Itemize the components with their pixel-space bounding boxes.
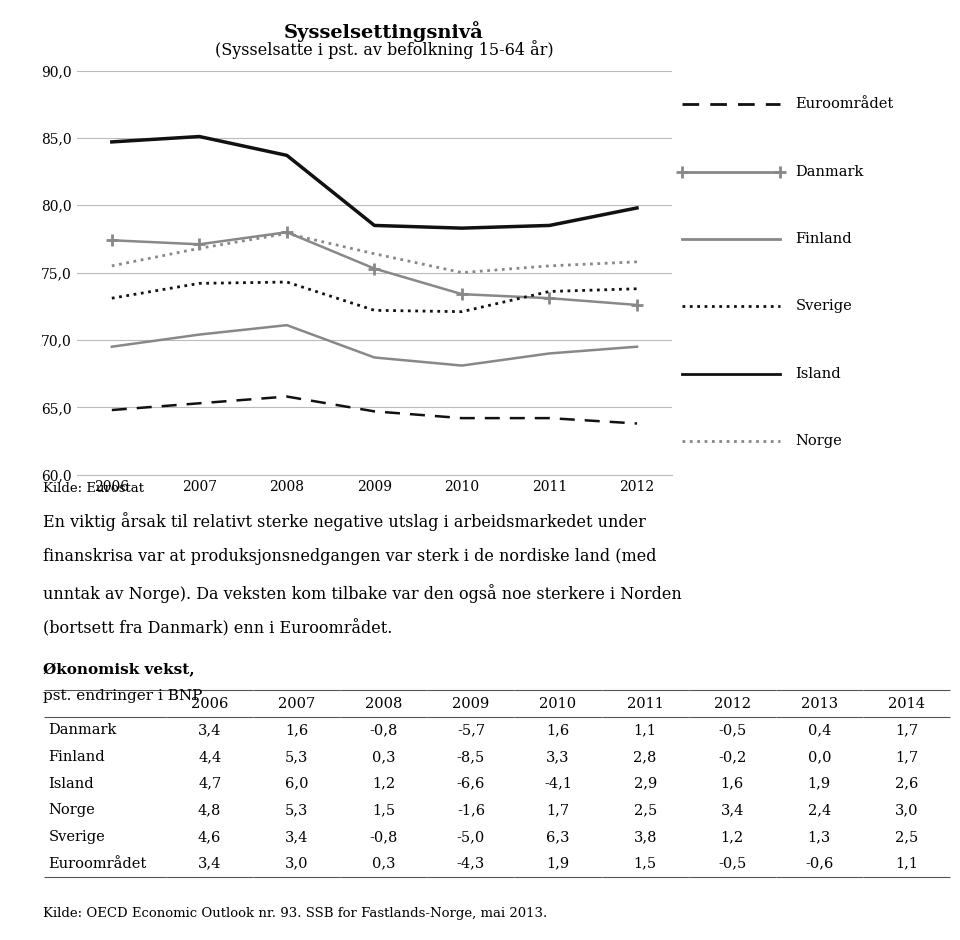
- Text: Island: Island: [796, 367, 841, 381]
- Text: (Sysselsatte i pst. av befolkning 15-64 år): (Sysselsatte i pst. av befolkning 15-64 …: [215, 40, 553, 59]
- Text: (bortsett fra Danmark) enn i Euroområdet.: (bortsett fra Danmark) enn i Euroområdet…: [43, 619, 393, 637]
- Text: Kilde: Eurostat: Kilde: Eurostat: [43, 482, 144, 495]
- Text: Sysselsettingsnivå: Sysselsettingsnivå: [284, 21, 484, 41]
- Text: En viktig årsak til relativt sterke negative utslag i arbeidsmarkedet under: En viktig årsak til relativt sterke nega…: [43, 512, 646, 531]
- Text: Økonomisk vekst,: Økonomisk vekst,: [43, 663, 195, 677]
- Text: Danmark: Danmark: [796, 164, 864, 179]
- Text: pst. endringer i BNP: pst. endringer i BNP: [43, 689, 203, 703]
- Text: Euroområdet: Euroområdet: [796, 97, 894, 111]
- Text: Norge: Norge: [796, 434, 842, 448]
- Text: Kilde: OECD Economic Outlook nr. 93. SSB for Fastlands-Norge, mai 2013.: Kilde: OECD Economic Outlook nr. 93. SSB…: [43, 907, 547, 920]
- Text: unntak av Norge). Da veksten kom tilbake var den også noe sterkere i Norden: unntak av Norge). Da veksten kom tilbake…: [43, 584, 682, 603]
- Text: Sverige: Sverige: [796, 299, 852, 313]
- Text: finanskrisa var at produksjonsnedgangen var sterk i de nordiske land (med: finanskrisa var at produksjonsnedgangen …: [43, 548, 657, 565]
- Text: Finland: Finland: [796, 232, 852, 246]
